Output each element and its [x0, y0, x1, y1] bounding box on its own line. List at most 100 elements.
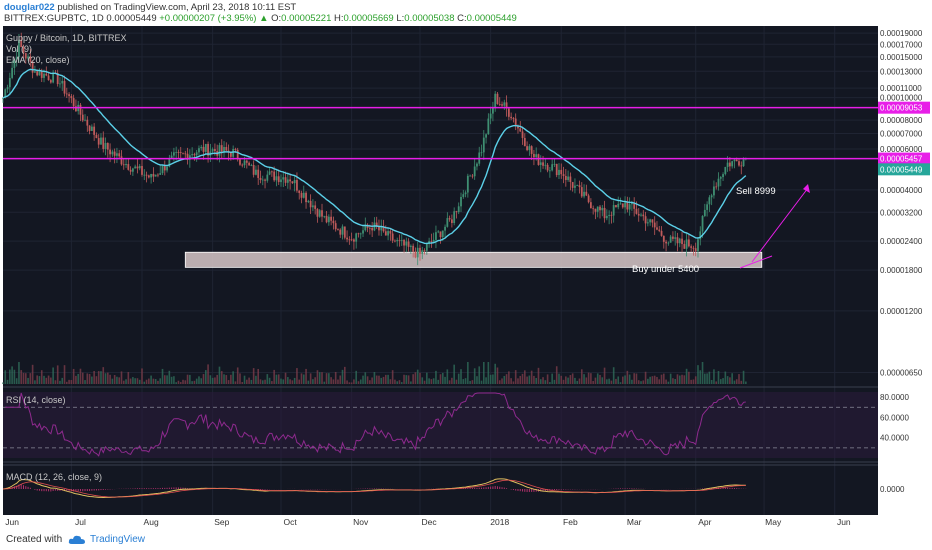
- candle-body: [722, 174, 724, 178]
- volume-bar: [539, 379, 542, 384]
- candle-body: [243, 160, 246, 166]
- candle-body: [152, 173, 155, 177]
- candle-body: [703, 209, 706, 217]
- candle-body: [594, 208, 597, 212]
- volume-bar: [273, 369, 275, 384]
- volume-bar: [615, 378, 617, 384]
- candle-body: [257, 169, 260, 178]
- price-tick-label: 0.00002400: [880, 237, 923, 246]
- candle-body: [400, 239, 403, 241]
- candle-body: [307, 200, 310, 203]
- candle-body: [425, 243, 428, 251]
- candle-body: [651, 219, 654, 223]
- volume-bar: [514, 370, 517, 384]
- candle-body: [245, 160, 248, 163]
- volume-bar: [665, 379, 667, 384]
- candle-body: [517, 125, 519, 129]
- volume-bar: [293, 377, 296, 384]
- candle-body: [507, 108, 510, 117]
- volume-bar: [400, 382, 403, 384]
- volume-bar: [261, 380, 264, 384]
- ema-line-path: [2, 68, 747, 245]
- candle-body: [293, 179, 296, 184]
- candle-body: [106, 142, 109, 150]
- buy-annotation: Buy under 5400: [632, 264, 699, 275]
- candlestick-series: [2, 32, 747, 266]
- candle-body: [18, 39, 20, 58]
- volume-bar: [111, 378, 114, 384]
- candle-body: [355, 233, 358, 242]
- candle-body: [143, 174, 146, 176]
- candle-body: [687, 239, 690, 247]
- volume-bar: [18, 362, 20, 384]
- volume-bar: [496, 367, 499, 384]
- candle-body: [457, 206, 460, 213]
- author-name[interactable]: douglar022: [4, 2, 55, 13]
- created-with-text: Created with: [6, 534, 63, 545]
- candle-body: [75, 106, 77, 112]
- volume-bar: [713, 369, 715, 384]
- candle-body: [264, 179, 266, 181]
- time-tick-label: Feb: [563, 517, 578, 527]
- volume-bar: [626, 370, 629, 384]
- time-tick-label: May: [765, 517, 782, 527]
- footer: Created with TradingView: [0, 529, 932, 550]
- volume-bar: [464, 378, 467, 384]
- volume-bar: [243, 375, 246, 384]
- volume-bar: [252, 368, 255, 384]
- price-axis[interactable]: 0.00019000 0.00017000 0.00015000 0.00013000…: [878, 29, 930, 494]
- candle-body: [188, 155, 191, 160]
- volume-bar: [492, 374, 494, 384]
- candle-body: [250, 165, 253, 166]
- candle-body: [553, 163, 556, 165]
- volume-bar: [610, 380, 613, 384]
- tradingview-brand[interactable]: TradingView: [90, 534, 146, 545]
- volume-bar: [332, 379, 335, 384]
- candle-body: [321, 210, 323, 217]
- volume-bar: [40, 370, 43, 384]
- volume-bar: [52, 367, 54, 384]
- time-axis[interactable]: Jun Jul Aug Sep Oct Nov Dec 2018 Feb Mar Apr May Jun: [5, 517, 851, 527]
- volume-bar: [38, 376, 41, 384]
- price-chart[interactable]: Guppy / Bitcoin, 1D, BITTREX Vol (9) EMA…: [0, 26, 932, 529]
- candle-body: [195, 152, 198, 156]
- candle-body: [40, 70, 43, 78]
- volume-bar: [373, 372, 376, 384]
- volume-bar: [271, 381, 273, 384]
- time-tick-label: Jun: [837, 517, 851, 527]
- volume-bar: [706, 373, 708, 384]
- candle-body: [446, 218, 449, 227]
- volume-bar: [209, 375, 212, 384]
- candle-body: [282, 177, 285, 180]
- candle-body: [255, 169, 257, 175]
- candle-body: [742, 159, 745, 167]
- volume-bar: [280, 378, 282, 384]
- volume-bar: [77, 373, 79, 384]
- candle-body: [396, 239, 399, 242]
- volume-bar: [109, 374, 111, 384]
- candle-body: [635, 208, 638, 214]
- volume-bar: [241, 382, 244, 384]
- volume-bar: [289, 379, 291, 384]
- volume-bar: [688, 371, 690, 384]
- volume-bar: [678, 375, 681, 384]
- candle-body: [619, 203, 622, 205]
- candle-body: [161, 164, 164, 174]
- volume-bar: [277, 374, 280, 384]
- candle-body: [633, 202, 636, 209]
- candle-body: [211, 149, 214, 152]
- volume-bar: [621, 376, 624, 384]
- volume-bar: [398, 380, 401, 384]
- volume-bar: [676, 374, 679, 384]
- candle-body: [65, 93, 68, 95]
- candle-body: [277, 176, 280, 183]
- volume-bar: [510, 378, 512, 384]
- volume-bar: [560, 375, 563, 384]
- candle-body: [229, 152, 232, 157]
- volume-bar: [430, 379, 433, 384]
- volume-bar: [15, 378, 18, 384]
- candle-body: [724, 166, 727, 175]
- volume-bar: [389, 379, 392, 384]
- candle-body: [514, 118, 517, 126]
- volume-bar: [63, 365, 66, 384]
